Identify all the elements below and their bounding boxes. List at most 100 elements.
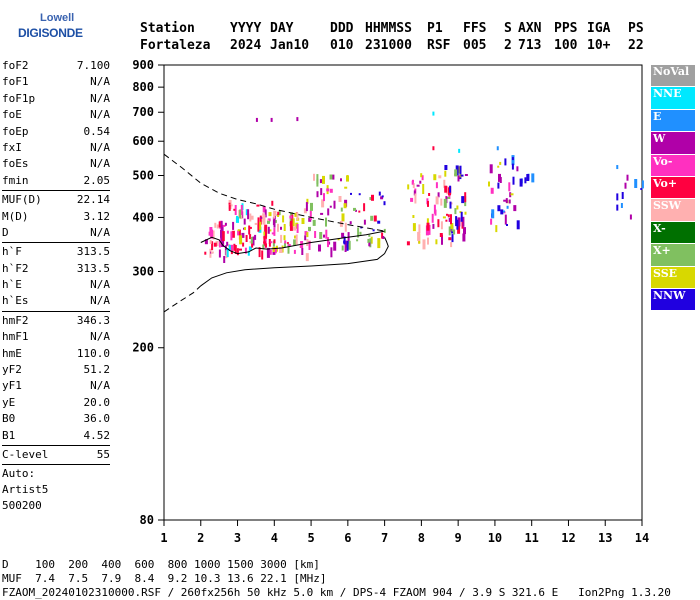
echo-mark bbox=[451, 231, 454, 234]
echo-mark bbox=[448, 237, 452, 241]
param-note: Artist5 bbox=[2, 483, 49, 497]
echo-outlier bbox=[432, 111, 435, 116]
echo-mark bbox=[457, 225, 461, 234]
echo-mark bbox=[629, 214, 632, 220]
x-tick-label: 13 bbox=[598, 531, 612, 545]
param-row: hmF2 346.3 bbox=[2, 313, 110, 329]
echo-mark bbox=[284, 242, 286, 248]
echo-mark bbox=[453, 229, 456, 235]
param-row: D N/A bbox=[2, 225, 110, 241]
param-row: h`F2 313.5 bbox=[2, 261, 110, 277]
echo-mark bbox=[323, 193, 325, 202]
echo-mark bbox=[250, 215, 254, 220]
param-value: 7.100 bbox=[76, 59, 110, 72]
legend-item-nnw: NNW bbox=[651, 288, 695, 312]
echo-mark bbox=[505, 198, 508, 204]
legend-item-noval: NoVal bbox=[651, 65, 695, 88]
echo-mark bbox=[267, 218, 271, 222]
echo-mark bbox=[294, 235, 297, 239]
echo-mark bbox=[450, 242, 453, 248]
echo-mark bbox=[508, 182, 511, 192]
echo-mark bbox=[320, 188, 323, 196]
echo-mark bbox=[211, 241, 214, 251]
echo-mark bbox=[450, 223, 454, 229]
legend-item-ssw: SSW bbox=[651, 199, 695, 222]
echo-mark bbox=[434, 209, 437, 216]
param-value: N/A bbox=[90, 75, 110, 89]
param-value: N/A bbox=[90, 140, 110, 154]
echo-mark bbox=[327, 208, 330, 216]
echo-mark bbox=[420, 173, 423, 178]
param-row: B0 36.0 bbox=[2, 411, 110, 427]
echo-mark bbox=[269, 249, 272, 255]
echo-mark bbox=[277, 223, 279, 232]
param-value: N/A bbox=[90, 294, 110, 308]
echo-mark bbox=[251, 243, 254, 248]
header-row2-10: 10+ bbox=[587, 38, 611, 53]
echo-mark bbox=[261, 250, 264, 260]
echo-mark bbox=[456, 205, 459, 210]
echo-mark bbox=[499, 161, 502, 165]
echo-mark bbox=[333, 241, 337, 251]
param-value: N/A bbox=[90, 108, 110, 122]
param-value: N/A bbox=[90, 225, 110, 239]
echo-mark bbox=[289, 215, 293, 219]
y-tick-label: 500 bbox=[132, 168, 154, 182]
header-row2-0: Fortaleza bbox=[140, 38, 211, 53]
echo-mark bbox=[256, 204, 260, 207]
echo-mark bbox=[489, 164, 493, 174]
echo-mark bbox=[325, 229, 328, 239]
echo-mark bbox=[450, 214, 452, 225]
echo-mark bbox=[271, 200, 274, 206]
header-row1-0: Station bbox=[140, 21, 195, 36]
echo-mark bbox=[220, 229, 222, 238]
echo-mark bbox=[329, 205, 332, 208]
echo-mark bbox=[371, 194, 374, 201]
echo-mark bbox=[222, 224, 226, 227]
legend-item-vo-: Vo- bbox=[651, 154, 695, 177]
param-divider bbox=[2, 242, 110, 244]
echo-mark bbox=[293, 226, 296, 231]
echo-mark bbox=[221, 231, 225, 242]
legend-item-e: E bbox=[651, 109, 695, 133]
param-row: hmE 110.0 bbox=[2, 346, 110, 362]
echo-mark bbox=[503, 199, 507, 202]
echo-mark bbox=[268, 229, 272, 232]
echo-mark bbox=[328, 241, 331, 245]
echo-mark bbox=[230, 250, 233, 255]
echo-mark bbox=[341, 232, 345, 238]
echo-mark bbox=[237, 229, 240, 232]
echo-mark bbox=[459, 211, 462, 214]
param-row: yE 20.0 bbox=[2, 395, 110, 411]
header-row2-8: 713 bbox=[518, 38, 542, 53]
echo-mark bbox=[497, 165, 500, 168]
echo-mark bbox=[377, 220, 381, 224]
echo-mark bbox=[210, 251, 214, 254]
echo-mark bbox=[526, 174, 530, 181]
echo-mark bbox=[259, 221, 262, 230]
scaled-parameters-panel: foF2 7.100 foF1 N/A foF1p N/A foE N/A foEp 0.54 fx… bbox=[2, 58, 110, 514]
echo-mark bbox=[223, 256, 226, 263]
echo-mark bbox=[249, 234, 252, 240]
echo-mark bbox=[273, 227, 276, 236]
echo-mark bbox=[346, 240, 349, 251]
param-row: fxI N/A bbox=[2, 140, 110, 156]
echo-mark bbox=[304, 231, 308, 236]
param-row: h`Es N/A bbox=[2, 293, 110, 309]
echo-mark bbox=[407, 184, 410, 190]
echo-mark bbox=[344, 186, 348, 189]
echo-mark bbox=[301, 218, 305, 224]
param-name: foF2 bbox=[2, 59, 29, 72]
echo-mark bbox=[464, 211, 467, 215]
param-value: N/A bbox=[90, 91, 110, 105]
echo-mark bbox=[325, 217, 327, 227]
echo-mark bbox=[247, 250, 250, 256]
echo-mark bbox=[257, 217, 260, 227]
y-tick-label: 700 bbox=[132, 105, 154, 119]
echo-mark bbox=[329, 174, 333, 180]
param-name: B0 bbox=[2, 412, 16, 426]
x-tick-label: 2 bbox=[197, 531, 204, 545]
param-name: fmin bbox=[2, 173, 29, 187]
echo-mark bbox=[463, 227, 466, 235]
header-row1-6: FFS bbox=[463, 21, 487, 36]
